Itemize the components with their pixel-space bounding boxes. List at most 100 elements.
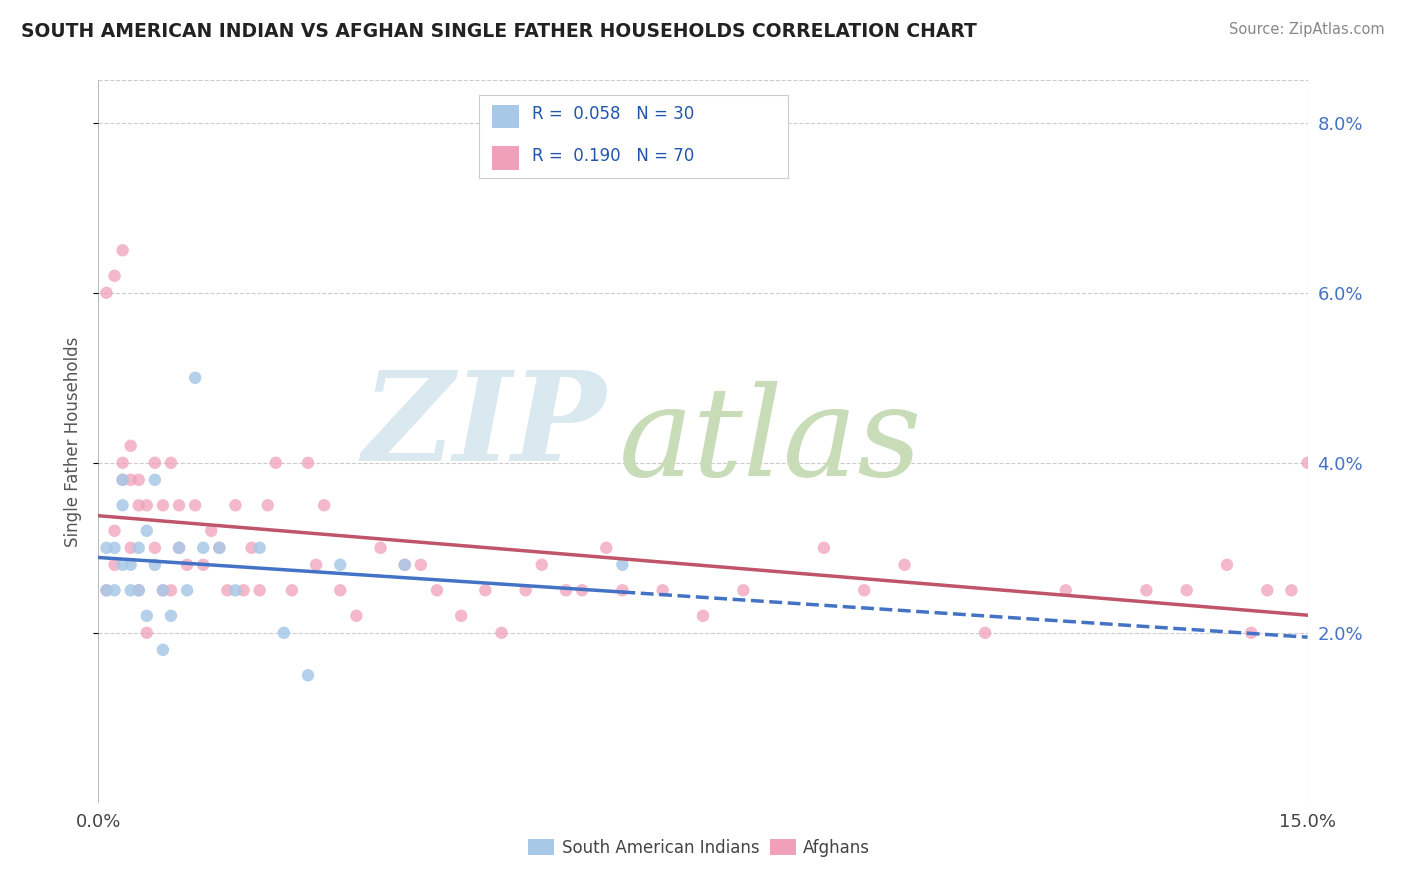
Point <box>249 541 271 555</box>
Point <box>152 583 174 598</box>
Point <box>217 583 239 598</box>
Point <box>297 456 319 470</box>
Point <box>1216 558 1239 572</box>
Point <box>305 558 328 572</box>
Point <box>1281 583 1303 598</box>
Point <box>160 608 183 623</box>
Point <box>135 625 157 640</box>
Point <box>184 371 207 385</box>
FancyBboxPatch shape <box>769 838 796 855</box>
Point <box>571 583 593 598</box>
Point <box>152 583 174 598</box>
Text: Afghans: Afghans <box>803 838 870 856</box>
Point <box>555 583 578 598</box>
Point <box>111 244 134 258</box>
Point <box>409 558 432 572</box>
Point <box>314 498 336 512</box>
Point <box>193 558 215 572</box>
Point <box>160 583 183 598</box>
Y-axis label: Single Father Households: Single Father Households <box>65 336 83 547</box>
Text: SOUTH AMERICAN INDIAN VS AFGHAN SINGLE FATHER HOUSEHOLDS CORRELATION CHART: SOUTH AMERICAN INDIAN VS AFGHAN SINGLE F… <box>21 22 977 41</box>
Point <box>1296 456 1319 470</box>
Point <box>143 558 166 572</box>
Point <box>394 558 416 572</box>
Point <box>893 558 915 572</box>
Point <box>595 541 617 555</box>
Point <box>128 583 150 598</box>
Text: atlas: atlas <box>619 381 922 502</box>
Point <box>491 625 513 640</box>
Point <box>344 608 367 623</box>
Point <box>143 473 166 487</box>
Point <box>120 473 142 487</box>
Point <box>329 558 352 572</box>
Point <box>651 583 673 598</box>
Point <box>111 498 134 512</box>
Point <box>612 583 634 598</box>
Point <box>135 524 157 538</box>
Point <box>103 268 125 283</box>
Point <box>135 608 157 623</box>
Point <box>103 541 125 555</box>
Point <box>160 456 183 470</box>
Point <box>1054 583 1077 598</box>
Point <box>120 583 142 598</box>
Text: ZIP: ZIP <box>363 367 606 488</box>
Point <box>1175 583 1198 598</box>
Point <box>1240 625 1263 640</box>
Point <box>474 583 496 598</box>
Point <box>273 625 295 640</box>
Point <box>224 583 246 598</box>
Point <box>224 498 246 512</box>
Point <box>111 456 134 470</box>
Point <box>128 541 150 555</box>
Point <box>1135 583 1157 598</box>
Point <box>394 558 416 572</box>
Point <box>128 498 150 512</box>
Point <box>176 558 198 572</box>
Point <box>426 583 449 598</box>
Point <box>111 473 134 487</box>
Point <box>692 608 714 623</box>
Text: Source: ZipAtlas.com: Source: ZipAtlas.com <box>1229 22 1385 37</box>
Point <box>143 456 166 470</box>
Point <box>135 498 157 512</box>
Point <box>111 473 134 487</box>
Point <box>96 583 118 598</box>
Point <box>370 541 392 555</box>
Point <box>193 541 215 555</box>
Point <box>200 524 222 538</box>
Text: South American Indians: South American Indians <box>561 838 759 856</box>
FancyBboxPatch shape <box>527 838 554 855</box>
Point <box>264 456 287 470</box>
Point <box>297 668 319 682</box>
Point <box>111 558 134 572</box>
Point <box>208 541 231 555</box>
Point <box>256 498 278 512</box>
Point <box>853 583 876 598</box>
Point <box>120 558 142 572</box>
Point <box>167 498 190 512</box>
Point <box>96 285 118 300</box>
Point <box>184 498 207 512</box>
Point <box>530 558 553 572</box>
Point <box>167 541 190 555</box>
Point <box>167 541 190 555</box>
Point <box>128 583 150 598</box>
Point <box>103 558 125 572</box>
Point <box>128 473 150 487</box>
Point <box>96 583 118 598</box>
Point <box>1256 583 1278 598</box>
Point <box>232 583 254 598</box>
Point <box>143 541 166 555</box>
Point <box>240 541 263 555</box>
Point <box>208 541 231 555</box>
Point <box>329 583 352 598</box>
Point <box>733 583 755 598</box>
Point <box>515 583 537 598</box>
Point <box>120 541 142 555</box>
Point <box>103 524 125 538</box>
Point <box>96 541 118 555</box>
Point <box>281 583 304 598</box>
Point <box>152 498 174 512</box>
